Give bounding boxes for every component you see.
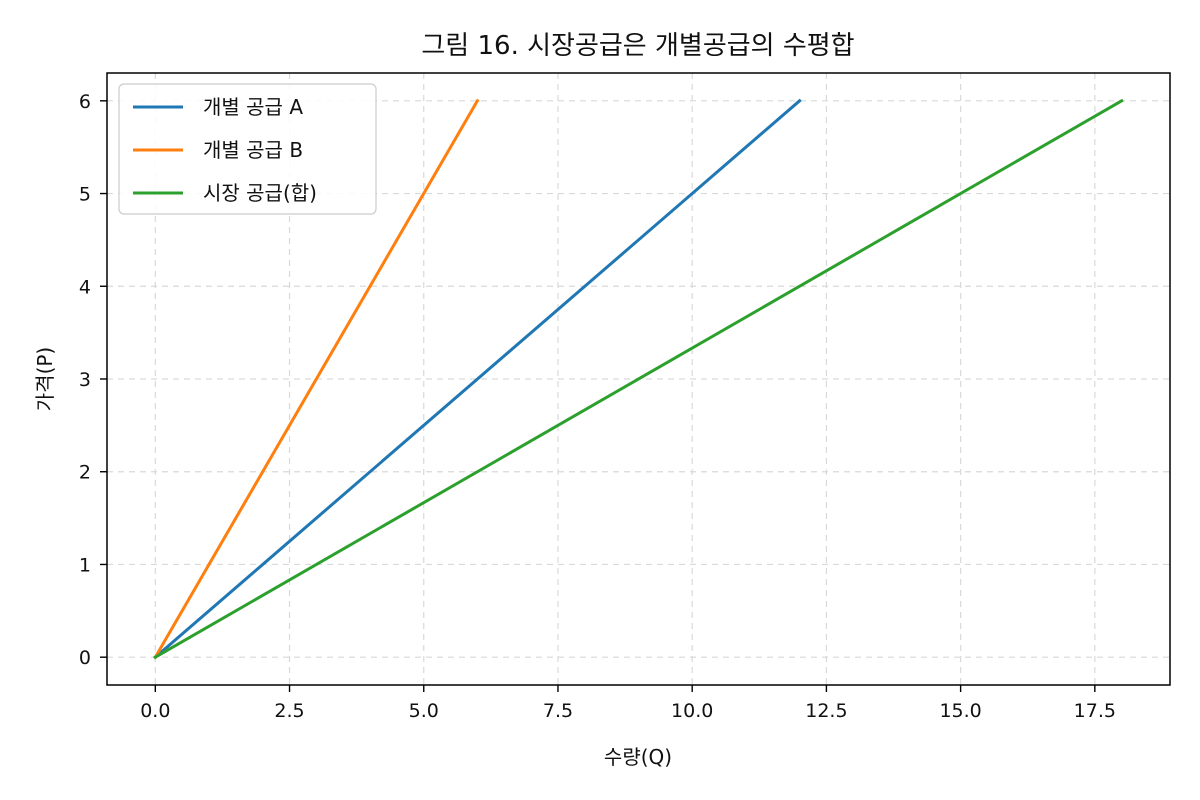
y-tick-label: 4 bbox=[79, 276, 91, 298]
legend-box bbox=[118, 83, 377, 215]
legend: 개별 공급 A 개별 공급 B 시장 공급(합) bbox=[118, 83, 377, 215]
legend-label-3: 시장 공급(합) bbox=[203, 181, 317, 205]
legend-label-1: 개별 공급 A bbox=[203, 95, 303, 119]
x-axis-label: 수량(Q) bbox=[604, 745, 672, 769]
y-tick-label: 1 bbox=[79, 554, 91, 576]
y-tick-label: 6 bbox=[79, 91, 91, 113]
axis-ticks: 0.0 2.5 5.0 7.5 10.0 12.5 15.0 17.5 0 1 2 3 4 5 6 bbox=[79, 91, 1116, 722]
y-tick-label: 3 bbox=[79, 369, 91, 391]
series-lines bbox=[153, 98, 1124, 660]
y-axis-label: 가격(P) bbox=[33, 347, 57, 411]
x-tick-label: 15.0 bbox=[939, 700, 981, 722]
x-tick-label: 0.0 bbox=[140, 700, 170, 722]
x-tick-label: 7.5 bbox=[543, 700, 573, 722]
series-line-1 bbox=[153, 98, 802, 660]
x-tick-label: 17.5 bbox=[1074, 700, 1116, 722]
legend-label-2: 개별 공급 B bbox=[203, 138, 303, 162]
y-tick-label: 5 bbox=[79, 184, 91, 206]
series-line-3 bbox=[153, 98, 1124, 660]
x-tick-label: 5.0 bbox=[409, 700, 439, 722]
series-line-2 bbox=[153, 98, 480, 660]
x-tick-label: 10.0 bbox=[671, 700, 713, 722]
grid bbox=[107, 73, 1170, 685]
y-tick-label: 0 bbox=[79, 647, 91, 669]
y-tick-label: 2 bbox=[79, 462, 91, 484]
x-tick-label: 2.5 bbox=[274, 700, 304, 722]
x-tick-label: 12.5 bbox=[805, 700, 847, 722]
chart-title: 그림 16. 시장공급은 개별공급의 수평합 bbox=[421, 31, 854, 61]
